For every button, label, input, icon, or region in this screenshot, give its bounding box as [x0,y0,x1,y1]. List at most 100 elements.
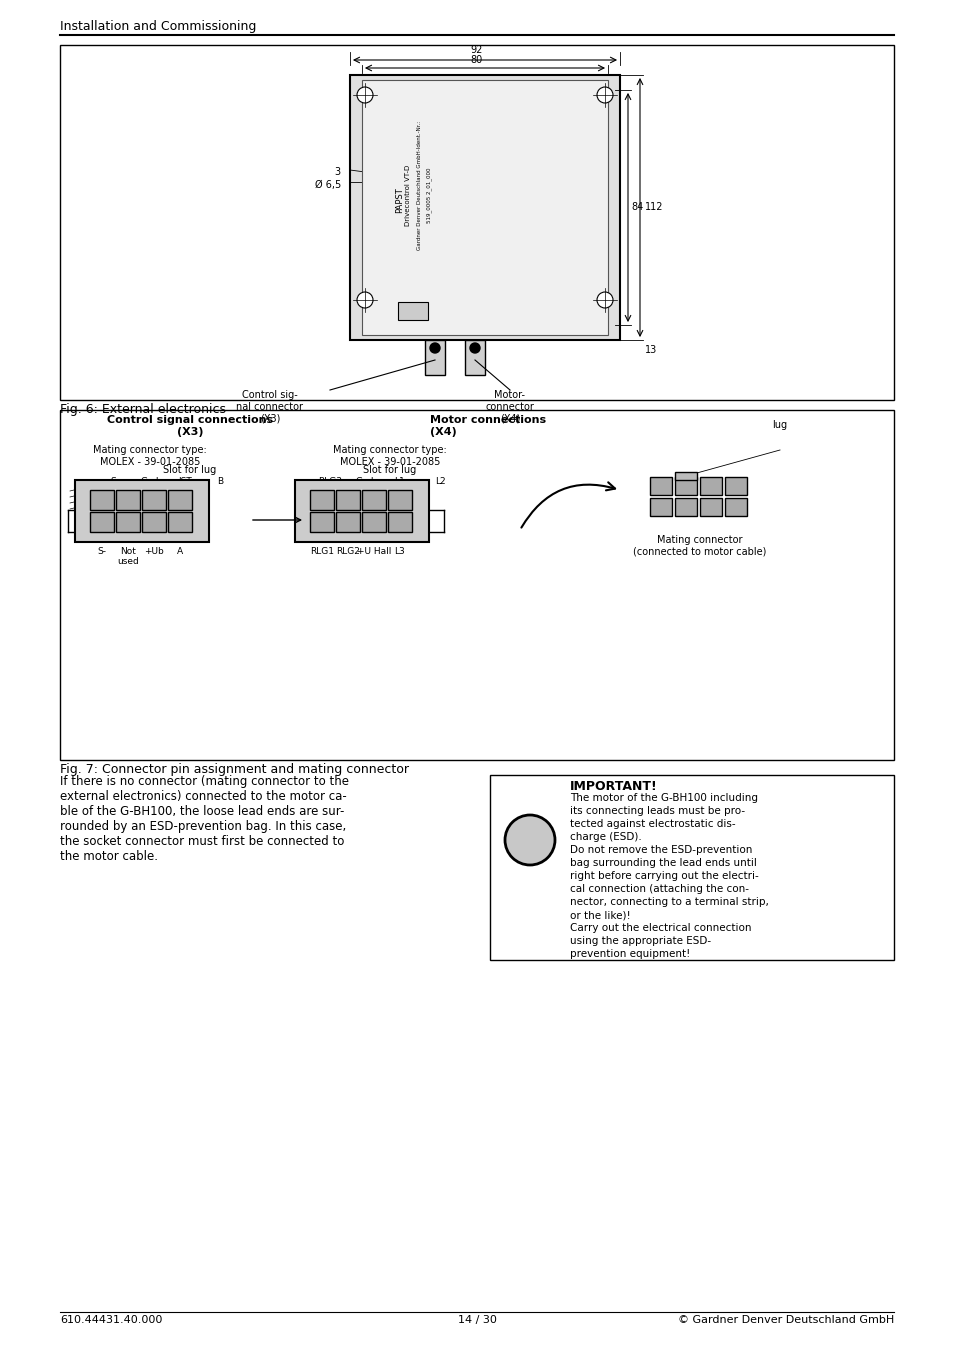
Bar [60,45,893,400]
Text: S-: S- [111,477,119,486]
Bar [490,775,893,960]
Text: or the like)!: or the like)! [569,910,630,919]
Text: PAPST: PAPST [395,188,403,213]
Text: S-: S- [97,547,107,556]
Bar [649,498,671,516]
Text: A: A [176,547,183,556]
Bar [724,477,746,495]
Circle shape [356,86,373,103]
Bar [700,477,721,495]
Bar [142,512,166,532]
Text: +U Hall: +U Hall [356,547,391,556]
Text: RLG2: RLG2 [335,547,359,556]
Bar [60,410,893,760]
Text: tected against electrostatic dis-: tected against electrostatic dis- [569,819,735,829]
Text: prevention equipment!: prevention equipment! [569,949,690,958]
Text: Control signal connections
(X3): Control signal connections (X3) [107,414,273,436]
Circle shape [356,292,373,308]
Text: 1: 1 [177,514,182,522]
Text: 3: 3 [334,167,340,177]
Text: Slot for lug: Slot for lug [163,464,216,475]
Circle shape [597,292,613,308]
Text: B: B [216,477,223,486]
Text: 5: 5 [397,491,402,501]
Text: IST: IST [178,477,192,486]
Text: 8: 8 [733,481,738,489]
Text: 2: 2 [682,501,688,510]
Bar [675,472,697,481]
Text: 5: 5 [177,491,182,501]
Text: Drivecontrol VT-D: Drivecontrol VT-D [405,165,411,225]
Text: L3: L3 [395,547,405,556]
FancyArrowPatch shape [521,482,615,528]
Text: its connecting leads must be pro-: its connecting leads must be pro- [569,806,744,815]
Text: 519_0005 2_01_000: 519_0005 2_01_000 [426,167,432,223]
Text: Gnd: Gnd [355,477,374,486]
Text: +Ub: +Ub [144,547,164,556]
Text: 6: 6 [152,491,156,501]
Circle shape [597,86,613,103]
Bar [168,512,192,532]
Text: 3: 3 [707,501,713,510]
Text: RLG3: RLG3 [317,477,341,486]
Text: 7: 7 [707,481,713,489]
Text: 3: 3 [345,514,351,522]
Text: 2: 2 [152,514,156,522]
Text: 4: 4 [319,514,324,522]
Text: L2: L2 [435,477,445,486]
Text: right before carrying out the electri-: right before carrying out the electri- [569,871,758,882]
Text: 6: 6 [682,481,688,489]
Text: lug: lug [772,420,787,431]
Bar [142,490,166,510]
Bar [361,80,607,335]
Text: bag surrounding the lead ends until: bag surrounding the lead ends until [569,859,756,868]
Text: Carry out the electrical connection: Carry out the electrical connection [569,923,751,933]
Text: Installation and Commissioning: Installation and Commissioning [60,20,256,32]
Text: Ø 6,5: Ø 6,5 [314,180,341,190]
Text: Gardner Denver Deutschland GmbH-Ident.-Nr.:: Gardner Denver Deutschland GmbH-Ident.-N… [416,120,421,250]
Bar [90,490,113,510]
Circle shape [430,343,439,352]
Text: 6: 6 [371,491,376,501]
Bar [75,481,209,541]
Text: 1: 1 [658,501,663,510]
Bar [168,490,192,510]
Bar [388,490,412,510]
Text: 5: 5 [658,481,663,489]
Text: 92: 92 [471,45,482,55]
Bar [310,512,334,532]
Text: Fig. 6: External electronics: Fig. 6: External electronics [60,404,226,416]
Bar [361,490,386,510]
Text: 610.44431.40.000: 610.44431.40.000 [60,1315,162,1324]
Text: 7: 7 [345,491,351,501]
Bar [116,490,140,510]
Text: 112: 112 [644,202,662,212]
Text: cal connection (attaching the con-: cal connection (attaching the con- [569,884,748,894]
Text: 84: 84 [630,202,642,212]
Text: 7: 7 [125,491,131,501]
Text: 80: 80 [471,55,482,65]
Text: L1: L1 [395,477,405,486]
Text: Gnd: Gnd [141,477,159,486]
Text: The motor of the G-BH100 including: The motor of the G-BH100 including [569,792,758,803]
Bar [350,76,619,340]
Text: 8: 8 [99,491,105,501]
Text: i: i [525,819,534,844]
Text: using the appropriate ESD-: using the appropriate ESD- [569,936,710,946]
Bar [294,481,429,541]
Text: Motor-
connector
(X4): Motor- connector (X4) [485,390,534,423]
Text: © Gardner Denver Deutschland GmbH: © Gardner Denver Deutschland GmbH [677,1315,893,1324]
Bar [388,512,412,532]
Circle shape [504,815,555,865]
Bar [335,512,359,532]
Text: Fig. 7: Connector pin assignment and mating connector: Fig. 7: Connector pin assignment and mat… [60,763,409,776]
Bar [700,498,721,516]
Text: Control sig-
nal connector
(X3): Control sig- nal connector (X3) [236,390,303,423]
Text: 3: 3 [125,514,131,522]
Text: 4: 4 [733,501,738,510]
Text: Do not remove the ESD-prevention: Do not remove the ESD-prevention [569,845,752,855]
Text: 8: 8 [319,491,324,501]
Bar [116,512,140,532]
Text: If there is no connector (mating connector to the
external electronics) connecte: If there is no connector (mating connect… [60,775,349,863]
Bar [397,302,428,320]
